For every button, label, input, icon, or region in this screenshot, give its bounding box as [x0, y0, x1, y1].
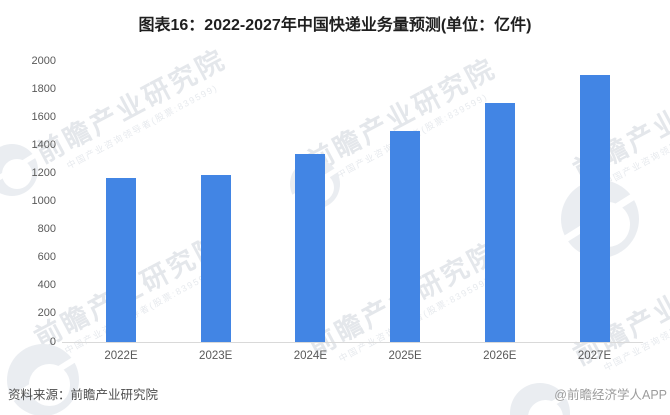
chart-title: 图表16：2022-2027年中国快递业务量预测(单位：亿件): [138, 17, 532, 34]
x-tick-label: 2027E: [577, 350, 612, 362]
bar-2026E: [484, 103, 515, 342]
credit-text: @前瞻经济学人APP: [554, 388, 667, 402]
x-tick-label: 2025E: [388, 350, 422, 362]
source-text: 资料来源：前瞻产业研究院: [8, 388, 159, 402]
x-tick-label: 2022E: [104, 350, 138, 362]
watermark-logo-icon: [4, 344, 82, 415]
y-tick-label: 0: [49, 335, 56, 348]
y-tick-label: 1200: [31, 166, 56, 179]
y-tick-label: 800: [37, 223, 56, 236]
y-tick-label: 1600: [31, 110, 56, 123]
watermark-logo-icon: [0, 144, 40, 196]
y-tick-label: 1400: [31, 138, 56, 151]
x-tick-label: 2023E: [199, 350, 233, 362]
bar-2022E: [106, 177, 136, 342]
y-tick-label: 1000: [31, 195, 56, 207]
bar-2023E: [200, 174, 231, 342]
y-tick-label: 400: [37, 279, 56, 292]
bar-2027E: [579, 75, 610, 342]
x-tick-label: 2024E: [293, 350, 328, 362]
y-tick-label: 600: [37, 251, 56, 264]
x-tick-label: 2026E: [483, 350, 517, 362]
x-axis-line: [62, 342, 643, 343]
bar-2025E: [390, 131, 421, 342]
y-tick-label: 2000: [31, 54, 56, 67]
y-tick-label: 200: [37, 307, 56, 320]
bar-2024E: [295, 153, 326, 342]
y-tick-label: 1800: [31, 82, 56, 95]
